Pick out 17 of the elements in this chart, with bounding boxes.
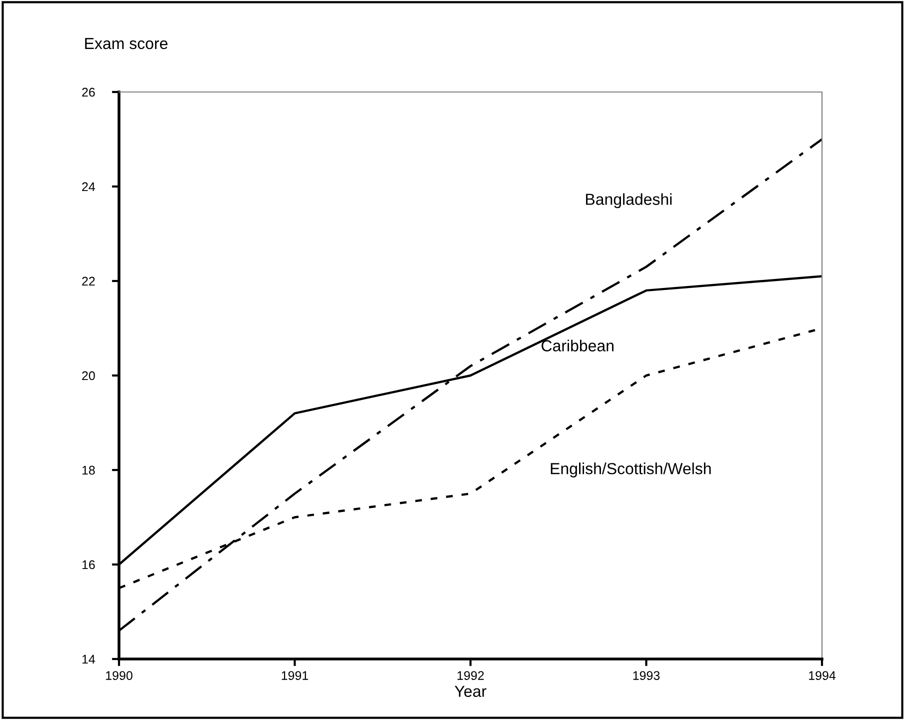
x-tick-label: 1994: [809, 671, 836, 680]
y-tick-label: 16: [82, 560, 95, 570]
x-tick-label: 1992: [458, 671, 484, 680]
y-tick-label: 18: [82, 466, 95, 475]
y-tick-label: 14: [82, 654, 96, 664]
series-label: English/Scottish/Welsh: [550, 462, 711, 478]
x-tick-label: 1991: [282, 671, 308, 680]
y-tick-label: 24: [82, 182, 96, 192]
y-tick-label: 20: [82, 371, 95, 380]
x-tick-label: 1990: [106, 671, 132, 680]
series-label: Caribbean: [542, 340, 614, 352]
x-axis-title: Year: [454, 686, 486, 697]
x-tick-label: 1993: [633, 671, 660, 680]
y-tick-label: 22: [82, 276, 95, 286]
text: Bangladeshi: [586, 193, 672, 208]
y-tick-label: 26: [82, 88, 95, 97]
y-axis-title: Exam score: [85, 38, 168, 50]
